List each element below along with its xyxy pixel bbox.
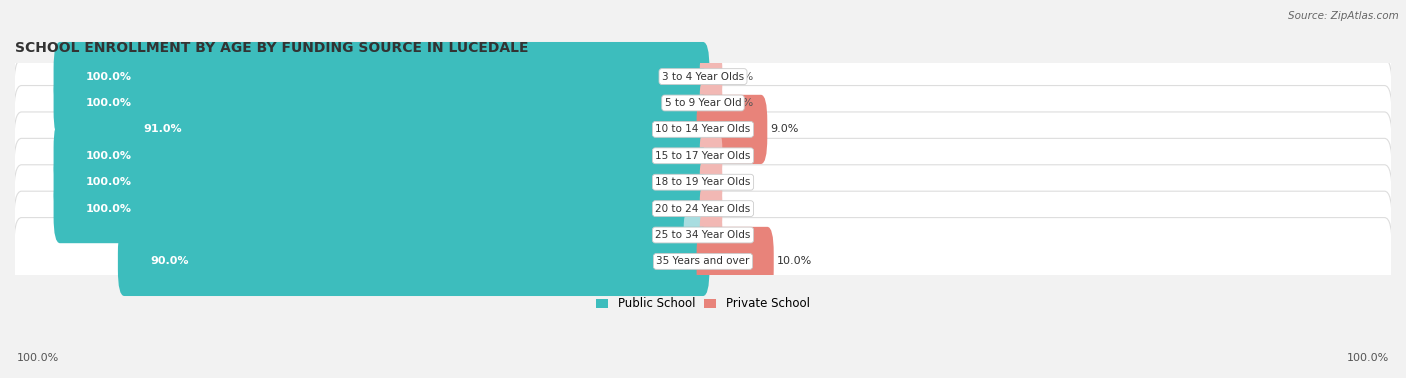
Text: 10.0%: 10.0%: [778, 256, 813, 266]
Text: SCHOOL ENROLLMENT BY AGE BY FUNDING SOURCE IN LUCEDALE: SCHOOL ENROLLMENT BY AGE BY FUNDING SOUR…: [15, 41, 529, 55]
FancyBboxPatch shape: [14, 59, 1392, 147]
Text: 0.0%: 0.0%: [725, 151, 754, 161]
Text: 0.0%: 0.0%: [725, 230, 754, 240]
FancyBboxPatch shape: [14, 191, 1392, 279]
FancyBboxPatch shape: [53, 174, 710, 243]
Text: 91.0%: 91.0%: [143, 124, 183, 135]
FancyBboxPatch shape: [14, 85, 1392, 173]
FancyBboxPatch shape: [118, 227, 710, 296]
FancyBboxPatch shape: [700, 161, 723, 204]
Text: 100.0%: 100.0%: [86, 71, 132, 82]
Text: 0.0%: 0.0%: [652, 230, 681, 240]
Text: 0.0%: 0.0%: [725, 71, 754, 82]
Text: 100.0%: 100.0%: [86, 151, 132, 161]
Text: 10 to 14 Year Olds: 10 to 14 Year Olds: [655, 124, 751, 135]
Text: 0.0%: 0.0%: [725, 204, 754, 214]
FancyBboxPatch shape: [696, 227, 773, 296]
FancyBboxPatch shape: [14, 165, 1392, 253]
FancyBboxPatch shape: [700, 187, 723, 230]
FancyBboxPatch shape: [700, 135, 723, 177]
Text: 20 to 24 Year Olds: 20 to 24 Year Olds: [655, 204, 751, 214]
Text: 100.0%: 100.0%: [86, 98, 132, 108]
FancyBboxPatch shape: [700, 214, 723, 256]
FancyBboxPatch shape: [53, 42, 710, 111]
FancyBboxPatch shape: [14, 138, 1392, 226]
FancyBboxPatch shape: [700, 55, 723, 98]
Text: 100.0%: 100.0%: [86, 204, 132, 214]
Text: 100.0%: 100.0%: [17, 353, 59, 363]
FancyBboxPatch shape: [696, 95, 768, 164]
Text: 3 to 4 Year Olds: 3 to 4 Year Olds: [662, 71, 744, 82]
FancyBboxPatch shape: [53, 68, 710, 138]
Text: 0.0%: 0.0%: [725, 98, 754, 108]
FancyBboxPatch shape: [111, 95, 710, 164]
FancyBboxPatch shape: [14, 112, 1392, 200]
Text: 90.0%: 90.0%: [150, 256, 188, 266]
Text: 5 to 9 Year Old: 5 to 9 Year Old: [665, 98, 741, 108]
FancyBboxPatch shape: [14, 218, 1392, 305]
Text: 100.0%: 100.0%: [1347, 353, 1389, 363]
Text: 18 to 19 Year Olds: 18 to 19 Year Olds: [655, 177, 751, 187]
Text: Source: ZipAtlas.com: Source: ZipAtlas.com: [1288, 11, 1399, 21]
Text: 100.0%: 100.0%: [86, 177, 132, 187]
FancyBboxPatch shape: [683, 214, 706, 256]
Text: 25 to 34 Year Olds: 25 to 34 Year Olds: [655, 230, 751, 240]
FancyBboxPatch shape: [700, 82, 723, 124]
Text: 15 to 17 Year Olds: 15 to 17 Year Olds: [655, 151, 751, 161]
Text: 35 Years and over: 35 Years and over: [657, 256, 749, 266]
FancyBboxPatch shape: [14, 33, 1392, 121]
Text: 9.0%: 9.0%: [770, 124, 799, 135]
Text: 0.0%: 0.0%: [725, 177, 754, 187]
Legend: Public School, Private School: Public School, Private School: [592, 293, 814, 315]
FancyBboxPatch shape: [53, 148, 710, 217]
FancyBboxPatch shape: [53, 121, 710, 191]
